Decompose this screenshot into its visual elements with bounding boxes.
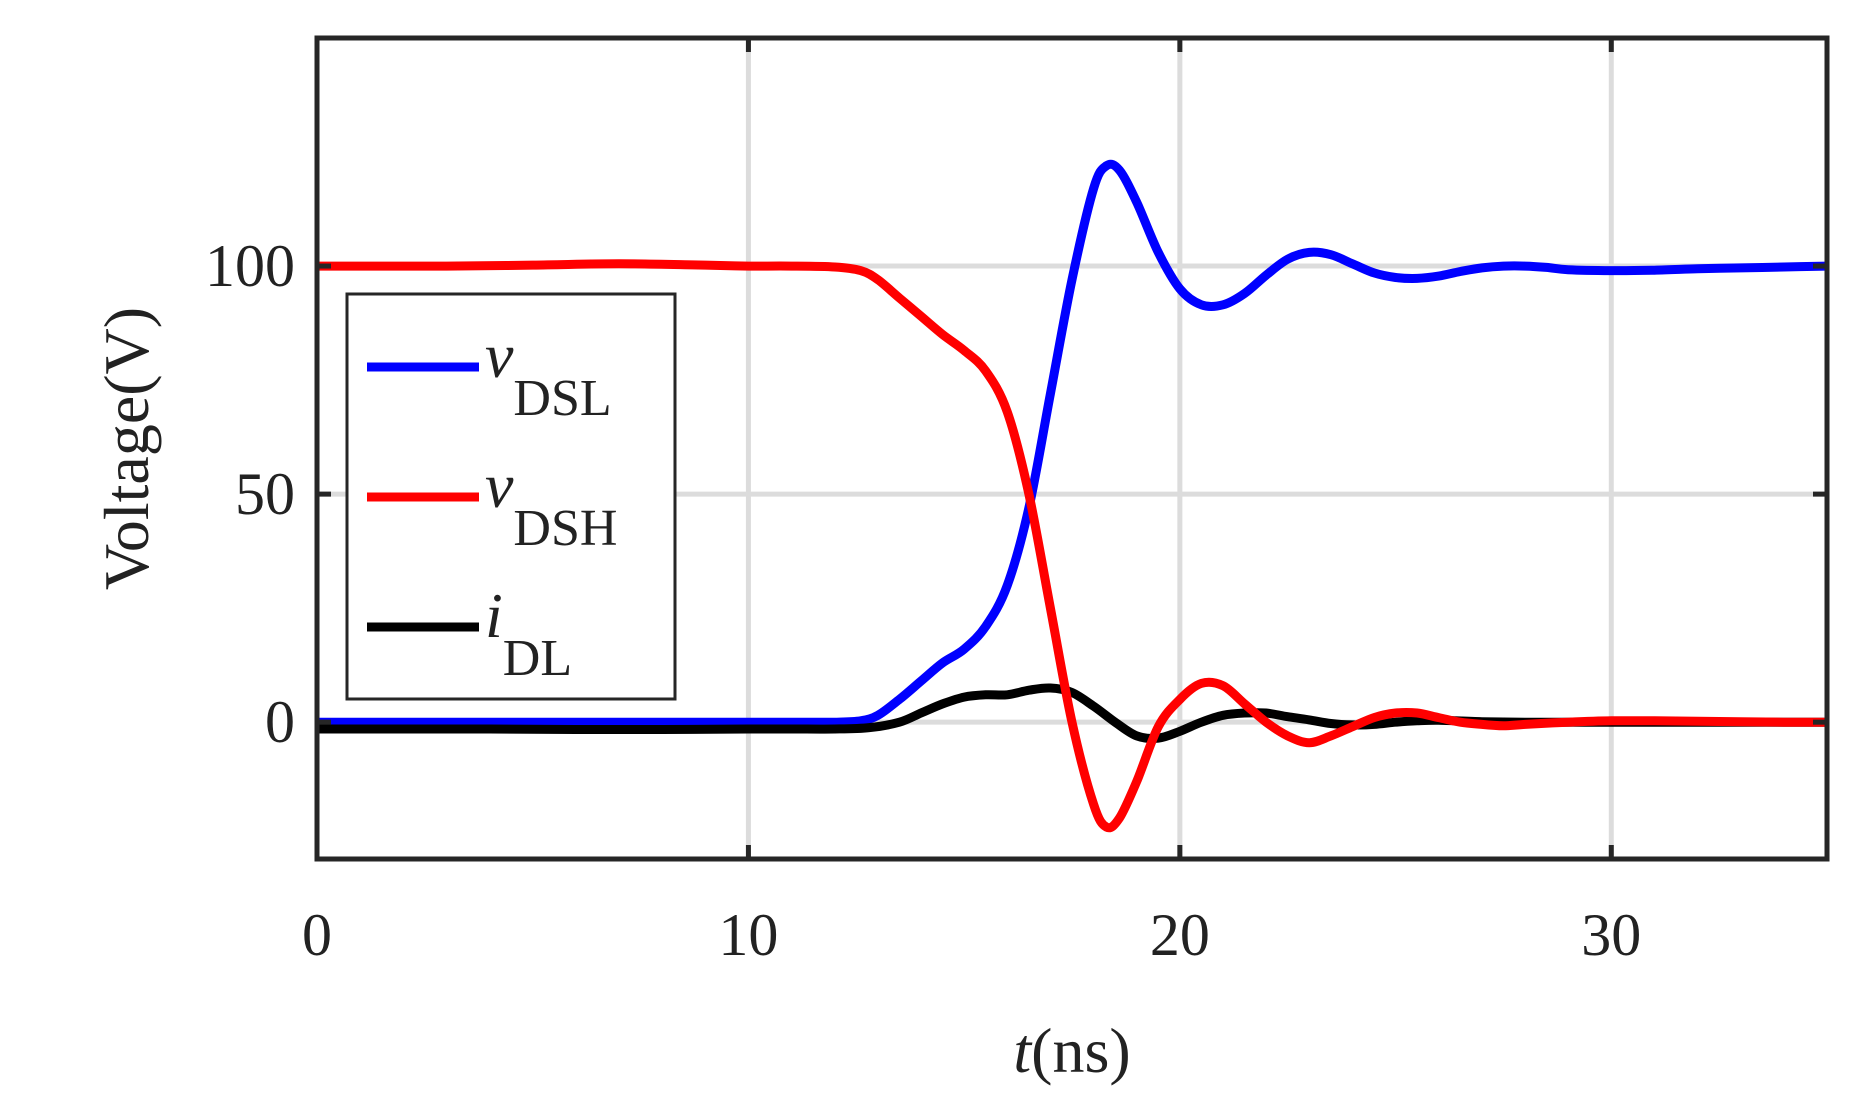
y-tick-label: 0: [265, 689, 295, 755]
legend-label-sub: DL: [503, 630, 572, 687]
y-tick-label: 50: [235, 461, 295, 527]
x-axis-label-unit: (ns): [1031, 1015, 1131, 1086]
series-line-dsl: [317, 159, 1827, 727]
legend-label-dsl: vDSL: [485, 320, 612, 427]
y-tick-label: 100: [205, 233, 295, 299]
x-axis-label-variable: t: [1013, 1015, 1033, 1086]
series-line-dsh: [317, 259, 1827, 833]
legend-label-dl: iDL: [485, 580, 572, 687]
axes-frame: [314, 35, 1830, 862]
series-layer: [317, 159, 1827, 833]
legend-label-main: v: [485, 320, 514, 391]
tick-marks: [314, 38, 1827, 859]
y-axis-label: Voltage(V): [91, 307, 162, 590]
x-tick-label: 0: [302, 902, 332, 968]
plot-area: [317, 159, 1827, 833]
x-tick-label: 10: [718, 902, 778, 968]
legend-label-main: v: [485, 450, 514, 521]
x-tick-label: 30: [1581, 902, 1641, 968]
legend-label-sub: DSL: [513, 370, 611, 427]
legend-label-main: i: [485, 580, 503, 651]
x-tick-label: 20: [1150, 902, 1210, 968]
legend-label-dsh: vDSH: [485, 450, 617, 557]
legend-label-sub: DSH: [513, 500, 617, 557]
tick-labels: 0 10 20 30 0 50 100: [205, 233, 1641, 968]
x-axis-label: t(ns): [1013, 1015, 1130, 1086]
